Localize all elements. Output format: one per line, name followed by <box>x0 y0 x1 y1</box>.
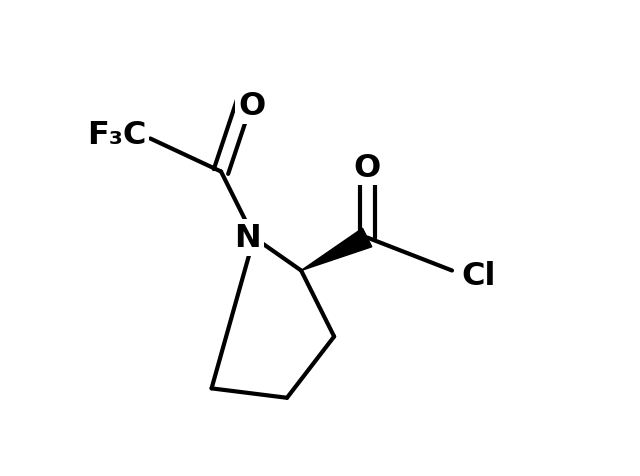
Text: N: N <box>234 223 261 253</box>
Text: F₃C: F₃C <box>87 120 147 151</box>
Polygon shape <box>301 229 372 271</box>
Text: Cl: Cl <box>461 260 496 291</box>
Text: O: O <box>238 91 265 122</box>
Text: O: O <box>353 152 381 183</box>
